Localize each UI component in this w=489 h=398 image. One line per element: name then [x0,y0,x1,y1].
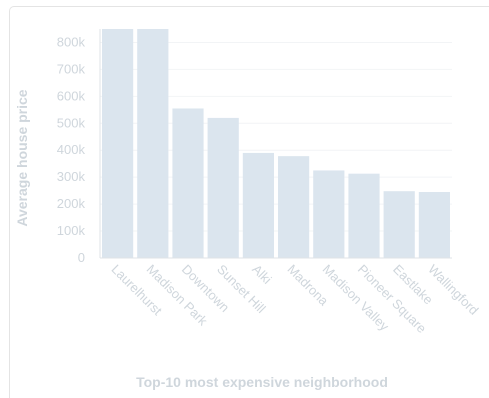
y-tick-label: 200k [57,196,86,211]
x-tick-label: Wallingford [425,262,481,318]
bar [137,29,169,258]
x-axis-title: Top-10 most expensive neighborhood [136,374,388,390]
y-axis-title: Average house price [14,89,30,226]
y-tick-label: 500k [57,115,86,130]
bar [313,170,345,258]
bar [207,117,239,258]
bar [102,29,134,258]
y-tick-label: 0 [78,250,85,265]
y-tick-label: 100k [57,223,86,238]
bars [102,29,450,258]
y-tick-labels: 0 100k 200k 300k 400k 500k 600k 700k 800k [57,34,86,265]
bar [278,156,310,258]
y-tick-label: 800k [57,34,86,49]
x-tick-label: Alki [249,262,274,287]
y-tick-label: 300k [57,169,86,184]
y-tick-label: 600k [57,88,86,103]
bar [242,152,274,258]
bar [348,173,380,258]
bar [172,108,204,258]
y-tick-label: 400k [57,142,86,157]
bar [418,191,450,258]
y-tick-label: 700k [57,61,86,76]
axes [99,29,452,259]
bar [383,191,415,258]
